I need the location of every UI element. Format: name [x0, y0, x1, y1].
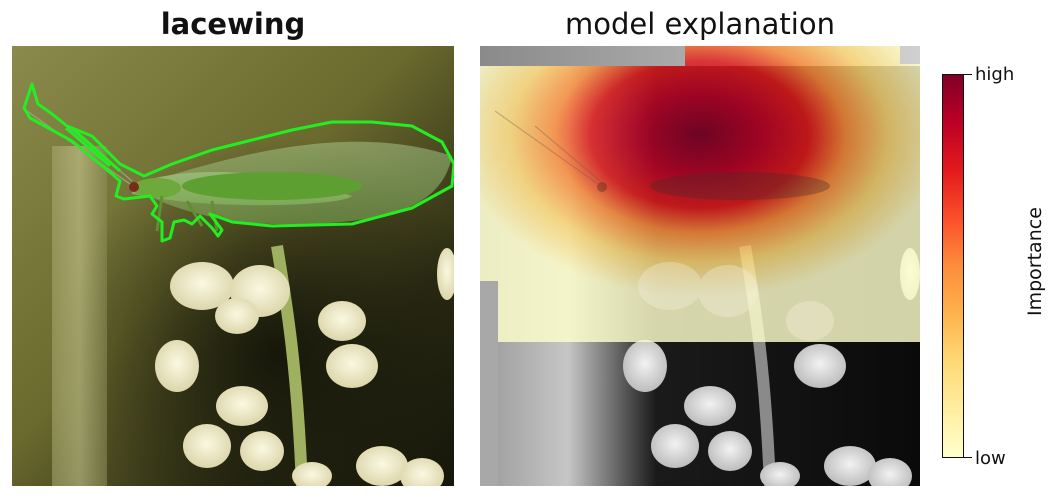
colorbar-low-tick: [964, 457, 972, 458]
original-image: [12, 46, 454, 486]
colorbar-high-label: high: [975, 64, 1015, 85]
explanation-heatmap: [480, 46, 920, 486]
importance-colorbar: [942, 74, 964, 458]
colorbar-axis-label: Importance: [1024, 207, 1046, 316]
colorbar-low-label: low: [975, 448, 1006, 469]
colorbar-high-tick: [964, 74, 972, 75]
explanation-title: model explanation: [565, 7, 835, 41]
original-image-title: lacewing: [160, 7, 306, 41]
